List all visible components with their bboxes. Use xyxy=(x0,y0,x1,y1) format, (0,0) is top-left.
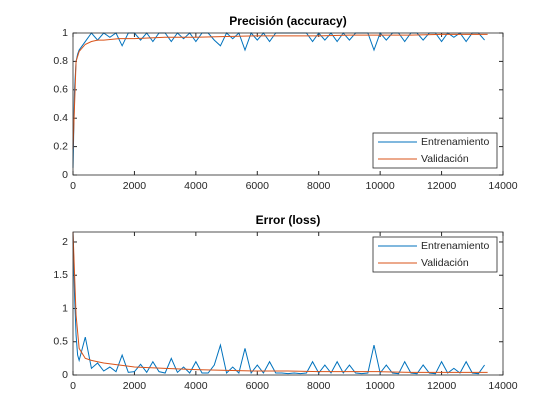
x-tick-label: 6000 xyxy=(246,180,270,192)
y-tick-label: 0.6 xyxy=(53,84,68,96)
legend-box xyxy=(372,132,498,169)
x-tick-label: 12000 xyxy=(427,180,456,192)
legend-box xyxy=(372,236,498,273)
legend-label: Validación xyxy=(421,153,469,165)
x-tick-label: 12000 xyxy=(427,380,456,392)
x-tick-label: 8000 xyxy=(307,180,331,192)
x-tick-label: 4000 xyxy=(184,180,208,192)
x-tick-label: 10000 xyxy=(366,180,395,192)
x-tick-label: 10000 xyxy=(366,380,395,392)
legend-label: Entrenamiento xyxy=(421,136,489,148)
x-tick-label: 14000 xyxy=(488,180,517,192)
y-tick-label: 1 xyxy=(62,27,68,39)
x-tick-label: 14000 xyxy=(488,380,517,392)
y-tick-label: 0.2 xyxy=(53,140,68,152)
axes-box xyxy=(72,231,504,376)
y-tick-label: 1 xyxy=(62,302,68,314)
chart-title: Precisión (accuracy) xyxy=(229,14,346,28)
y-tick-label: 0.4 xyxy=(53,112,68,124)
x-tick-label: 4000 xyxy=(184,380,208,392)
x-tick-label: 2000 xyxy=(123,380,147,392)
y-tick-label: 0 xyxy=(62,169,68,181)
axes-box xyxy=(72,32,504,176)
y-tick-label: 0.8 xyxy=(53,55,68,67)
legend-label: Entrenamiento xyxy=(421,240,489,252)
y-tick-label: 0.5 xyxy=(53,336,68,348)
y-tick-label: 1.5 xyxy=(53,269,68,281)
x-tick-label: 6000 xyxy=(246,380,270,392)
y-tick-label: 0 xyxy=(62,369,68,381)
x-tick-label: 2000 xyxy=(123,180,147,192)
legend-label: Validación xyxy=(421,257,469,269)
x-tick-label: 8000 xyxy=(307,380,331,392)
chart-title: Error (loss) xyxy=(256,213,321,227)
series-line xyxy=(72,231,485,375)
x-tick-label: 0 xyxy=(70,180,76,192)
series-line xyxy=(72,33,488,150)
y-tick-label: 2 xyxy=(62,236,68,248)
x-tick-label: 0 xyxy=(70,380,76,392)
series-line xyxy=(72,231,488,373)
